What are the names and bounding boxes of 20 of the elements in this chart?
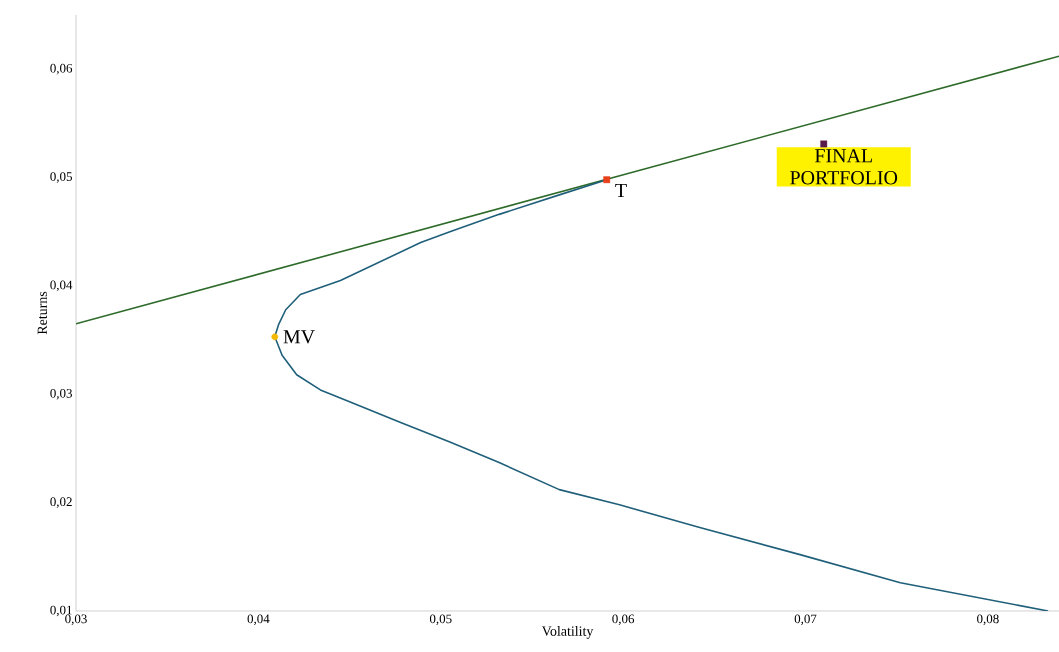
x-tick-label: 0,08 xyxy=(977,614,999,626)
x-axis-title: Volatility xyxy=(541,625,594,639)
y-tick-label: 0,02 xyxy=(50,497,72,508)
y-tick-label: 0,05 xyxy=(50,172,72,183)
annotation: T xyxy=(615,183,627,197)
y-tick-label: 0,06 xyxy=(50,63,73,75)
x-tick-label: 0,07 xyxy=(794,614,817,626)
point xyxy=(603,176,611,184)
y-axis-title: Returns xyxy=(37,291,47,335)
x-tick-label: 0,06 xyxy=(612,614,635,626)
annotation: FINAL PORTFOLIO xyxy=(790,149,898,185)
point xyxy=(820,140,828,148)
x-tick-label: 0,03 xyxy=(65,614,87,626)
point xyxy=(271,333,279,341)
x-tick-label: 0,05 xyxy=(429,614,452,626)
y-tick-label: 0,04 xyxy=(50,280,73,292)
y-tick-label: 0,01 xyxy=(50,605,72,617)
x-tick-label: 0,04 xyxy=(247,614,270,626)
annotation: MV xyxy=(283,330,315,344)
y-tick-label: 0,03 xyxy=(50,388,72,400)
